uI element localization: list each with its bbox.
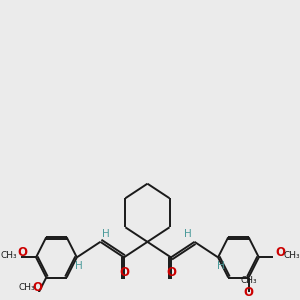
Text: CH₃: CH₃	[1, 251, 17, 260]
Text: H: H	[184, 229, 192, 239]
Text: CH₃: CH₃	[18, 283, 35, 292]
Text: H: H	[102, 229, 110, 239]
Text: O: O	[166, 266, 176, 279]
Text: H: H	[217, 261, 224, 271]
Text: CH₃: CH₃	[284, 251, 300, 260]
Text: O: O	[119, 266, 129, 279]
Text: O: O	[33, 281, 43, 294]
Text: O: O	[275, 246, 285, 259]
Text: H: H	[76, 261, 83, 271]
Text: O: O	[244, 286, 254, 298]
Text: CH₃: CH₃	[240, 276, 257, 285]
Text: O: O	[17, 246, 28, 259]
